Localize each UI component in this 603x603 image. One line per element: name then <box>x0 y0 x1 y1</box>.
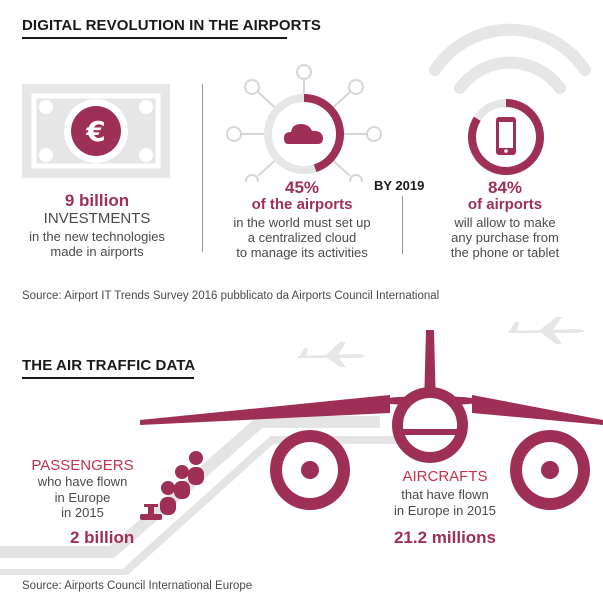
investments-value: 9 billion <box>64 191 130 210</box>
cloud-network-icon <box>226 64 382 182</box>
aircrafts-value: 21.2 millions <box>393 528 497 547</box>
mobile-percent: 84% <box>487 178 523 197</box>
mobile-desc-2: any purchase from <box>451 230 559 245</box>
passengers-desc-1: who have flown <box>37 474 128 489</box>
aircrafts-desc-2: in Europe in 2015 <box>394 503 496 518</box>
smartphone-icon <box>468 99 544 175</box>
passenger-icon <box>140 451 204 520</box>
escalator-icon <box>140 504 162 520</box>
passengers-value: 2 billion <box>70 528 135 547</box>
mobile-desc-3: the phone or tablet <box>450 245 560 260</box>
passengers-desc-3: in 2015 <box>61 505 104 520</box>
airplane-front-icon <box>140 330 603 510</box>
mobile-percent-sub: of airports <box>467 196 543 213</box>
section2-underline <box>22 377 194 379</box>
cloud-percent: 45% <box>284 178 320 197</box>
aircrafts-heading: AIRCRAFTS <box>402 468 488 485</box>
section2-source: Source: Airports Council International E… <box>22 580 253 592</box>
cloud-desc-1: in the world must set up <box>233 215 371 230</box>
section1-underline <box>22 37 287 39</box>
mobile-desc-1: will allow to make <box>454 215 556 230</box>
by-year-label: BY 2019 <box>374 178 425 193</box>
airplane-icon <box>298 342 364 367</box>
cloud-desc-3: to manage its activities <box>236 245 368 260</box>
section1-source: Source: Airport IT Trends Survey 2016 pu… <box>22 290 440 302</box>
investments-desc-2: made in airports <box>50 244 144 259</box>
investments-label: INVESTMENTS <box>43 210 151 227</box>
column-divider <box>202 84 203 252</box>
wifi-icon <box>429 23 591 94</box>
section2-title: THE AIR TRAFFIC DATA <box>22 357 196 374</box>
euro-banknote-icon: € <box>22 84 170 178</box>
investments-desc-1: in the new technologies <box>29 229 165 244</box>
svg-text:€: € <box>85 115 105 148</box>
airplane-icon-2 <box>508 317 584 344</box>
section1-title: DIGITAL REVOLUTION IN THE AIRPORTS <box>22 17 321 34</box>
passengers-heading: PASSENGERS <box>31 457 134 474</box>
cloud-desc-2: a centralized cloud <box>247 230 357 245</box>
column-divider-2 <box>402 196 403 254</box>
aircrafts-desc-1: that have flown <box>401 487 489 502</box>
passengers-desc-2: in Europe <box>54 490 111 505</box>
cloud-percent-sub: of the airports <box>251 196 353 213</box>
